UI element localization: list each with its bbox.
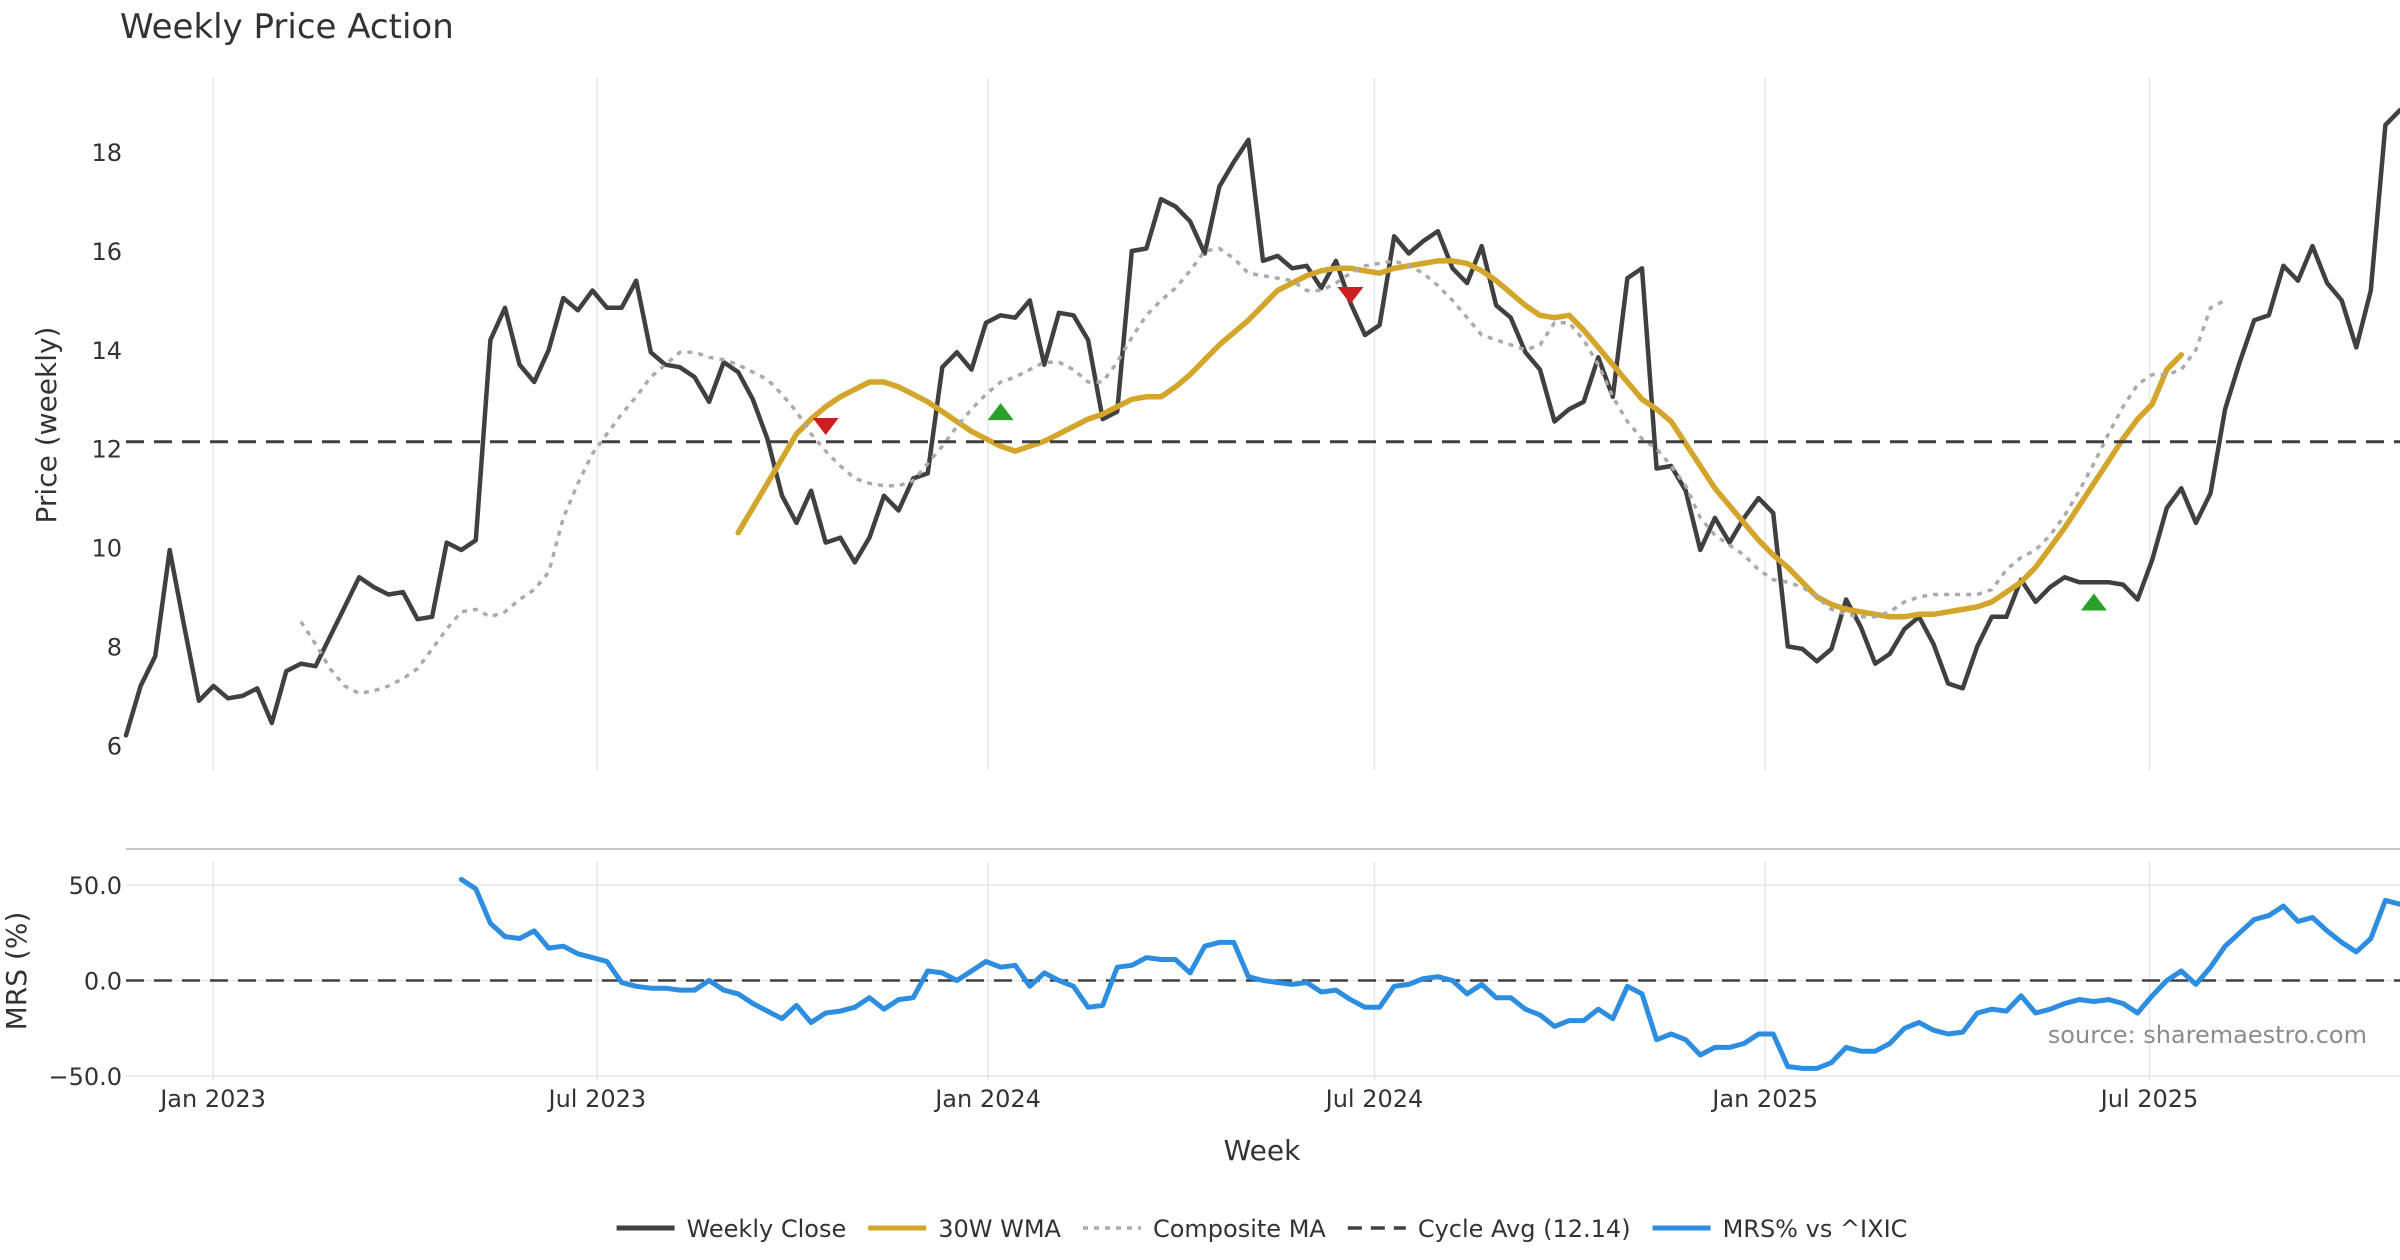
legend-label: 30W WMA [938,1215,1061,1243]
x-tick-label: Jan 2024 [933,1085,1041,1113]
x-axis-label: Week [1224,1134,1301,1167]
composite-ma-line [299,246,2226,696]
price-y-tick-label: 6 [107,732,122,760]
price-y-tick-label: 16 [91,238,122,266]
legend-item-cycle-avg-12-14: Cycle Avg (12.14) [1347,1215,1631,1243]
price-y-tick-label: 18 [91,139,122,167]
mrs-vs-ixic-line [458,876,2400,1071]
30w-wma-line [735,258,2185,620]
legend: Weekly Close 30W WMA Composite MA Cycle Avg… [616,1215,1908,1243]
legend-label: Cycle Avg (12.14) [1418,1215,1631,1243]
price-series-layer [123,107,2400,738]
mrs-y-axis-label: MRS (%) [0,912,33,1031]
legend-label: Composite MA [1153,1215,1326,1243]
x-tick-label: Jan 2023 [158,1085,266,1113]
legend-label: Weekly Close [687,1215,847,1243]
mrs-y-tick-label: −50.0 [48,1063,122,1091]
x-tick-label: Jan 2025 [1710,1085,1818,1113]
sell-signal-marker [812,417,839,435]
price-y-tick-label: 10 [91,535,122,563]
source-note: source: sharemaestro.com [2048,1021,2367,1049]
mrs-y-tick-label: 0.0 [84,968,122,996]
price-panel: 6 8 10 12 14 16 18 [91,78,2400,770]
buy-signal-marker [2080,593,2107,611]
price-y-tick-label: 14 [91,337,122,365]
legend-item-mrs-vs-ixic: MRS% vs ^IXIC [1652,1215,1908,1243]
legend-item-composite-ma: Composite MA [1082,1215,1326,1243]
legend-item-30w-wma: 30W WMA [868,1215,1062,1243]
sell-signal-marker [1337,286,1364,304]
mrs-y-ticks: 50.0 0.0 −50.0 [48,872,122,1091]
mrs-panel: 50.0 0.0 −50.0 [48,848,2400,1091]
x-tick-label: Jul 2024 [1324,1085,1424,1113]
weekly-close-line [123,107,2400,738]
buy-signal-marker [987,403,1014,421]
legend-item-weekly-close: Weekly Close [616,1215,847,1243]
price-gridlines [212,78,2151,770]
chart-title: Weekly Price Action [120,7,454,47]
mrs-series-layer [126,876,2400,1071]
price-y-ticks: 6 8 10 12 14 16 18 [91,139,122,760]
price-y-tick-label: 8 [107,633,122,661]
price-y-axis-label: Price (weekly) [30,327,63,524]
x-axis-ticks: Jan 2023 Jul 2023 Jan 2024 Jul 2024 Jan 2025… [158,1085,2198,1113]
mrs-y-tick-label: 50.0 [69,872,122,900]
x-tick-label: Jul 2025 [2099,1085,2199,1113]
legend-label: MRS% vs ^IXIC [1723,1215,1908,1243]
price-y-tick-label: 12 [91,436,122,464]
signal-markers [812,286,2107,611]
x-tick-label: Jul 2023 [547,1085,647,1113]
